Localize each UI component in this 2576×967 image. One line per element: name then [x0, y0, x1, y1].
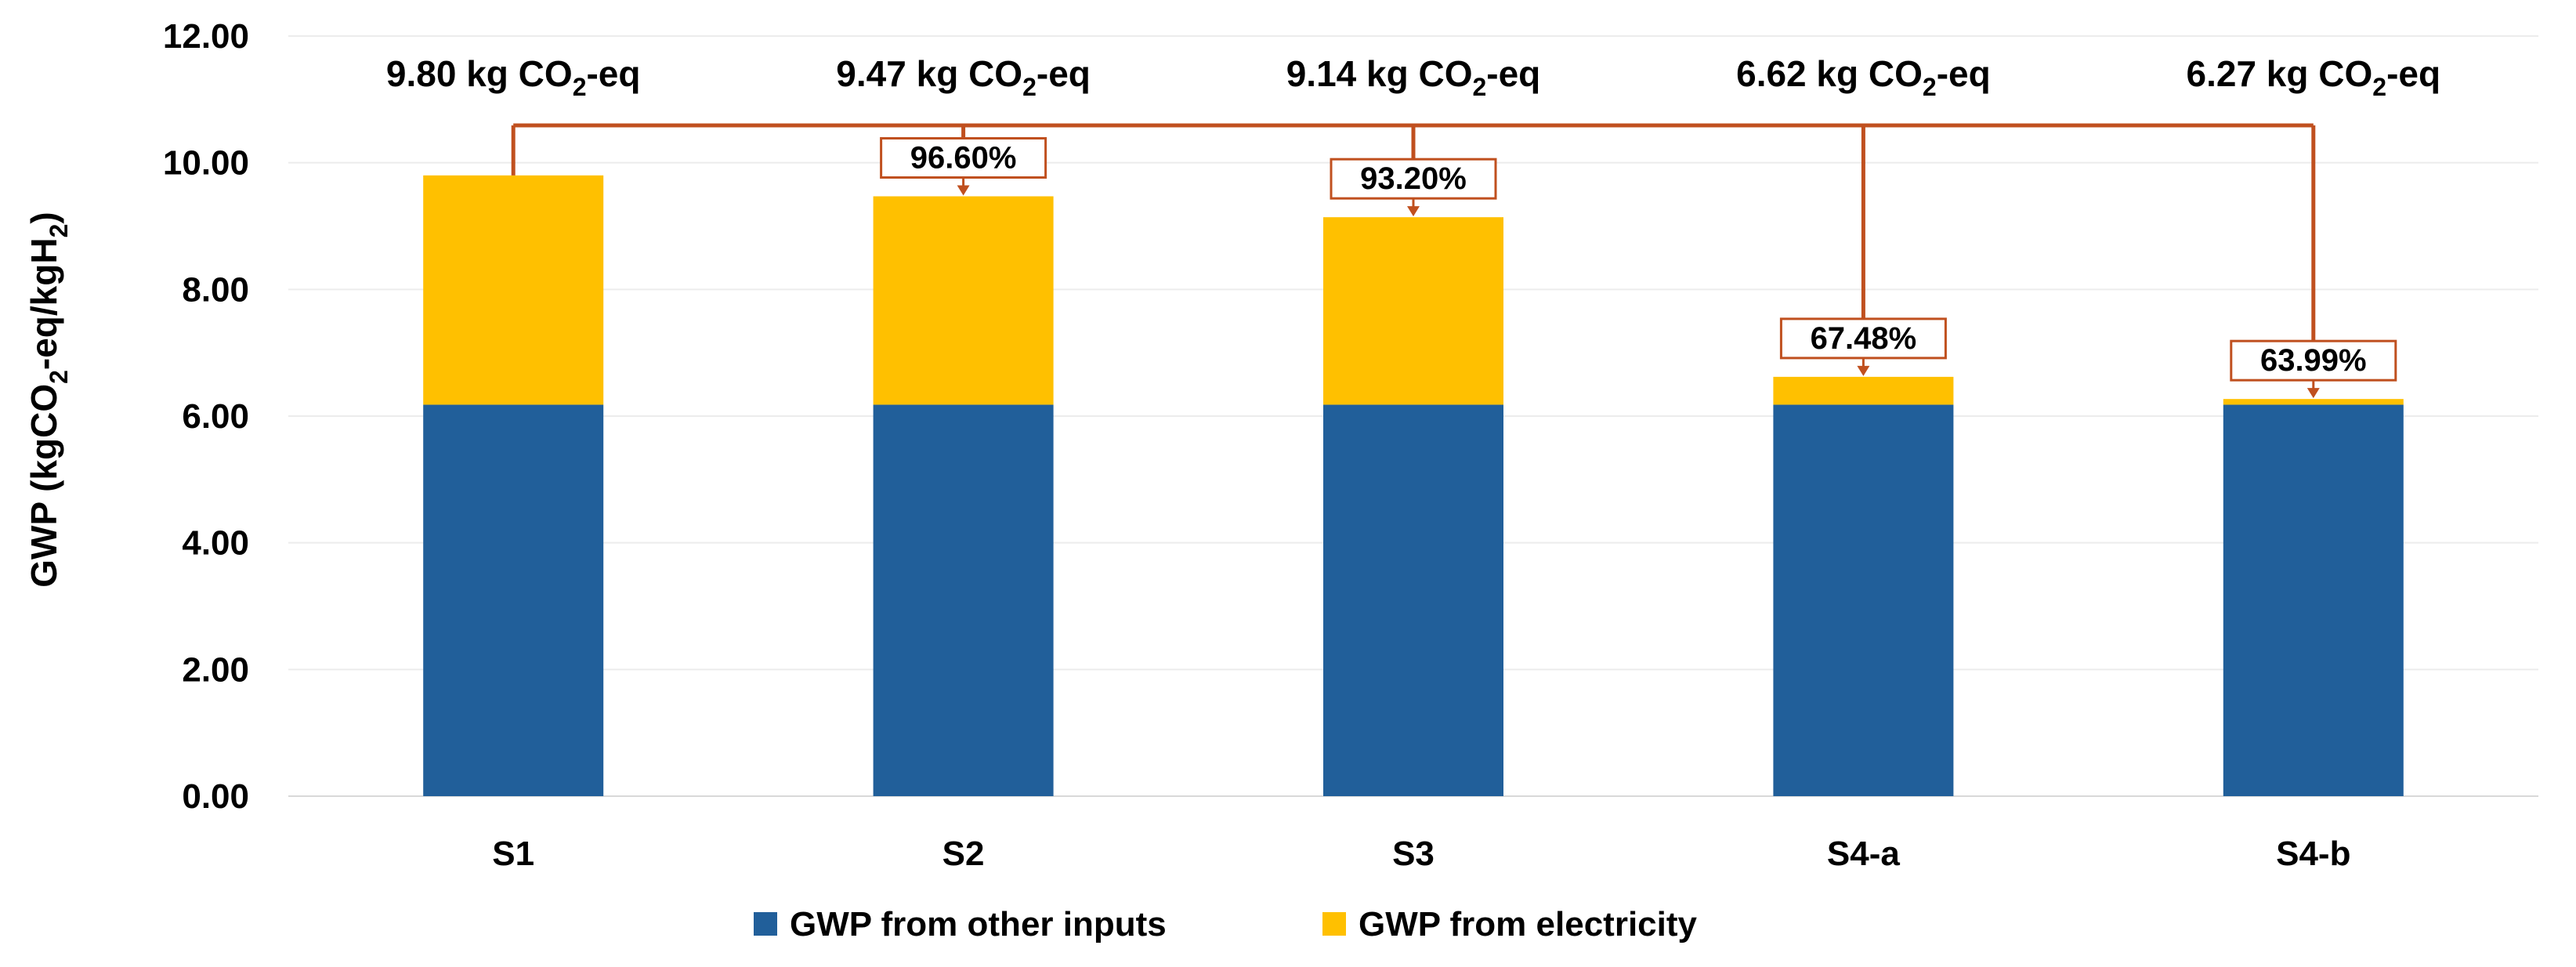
y-tick-label: 0.00 — [182, 777, 249, 816]
bar-electricity-s2 — [873, 196, 1054, 405]
legend-swatch-electricity — [1322, 912, 1346, 936]
total-label: 9.47 kg CO2-eq — [836, 53, 1091, 101]
legend-label-other-inputs: GWP from other inputs — [790, 905, 1167, 943]
legend: GWP from other inputs GWP from electrici… — [754, 905, 1698, 943]
x-category-label: S1 — [492, 835, 534, 873]
total-labels: 9.80 kg CO2-eq 9.47 kg CO2-eq 9.14 kg CO2-… — [386, 53, 2440, 101]
percentage-box — [880, 137, 1047, 179]
y-tick-label: 12.00 — [163, 17, 249, 56]
y-tick-label: 6.00 — [182, 397, 249, 436]
bar-other-inputs-s1 — [423, 404, 604, 796]
bar-electricity-s4-a — [1773, 376, 1954, 405]
y-tick-label: 2.00 — [182, 650, 249, 689]
bar-other-inputs-s4-b — [2223, 404, 2404, 796]
percentage-label: 67.48% — [1811, 321, 1917, 356]
arrow-head — [957, 185, 970, 196]
percentage-label: 63.99% — [2260, 343, 2367, 378]
bar-electricity-s3 — [1323, 217, 1503, 405]
bar-other-inputs-s2 — [873, 404, 1054, 796]
bars — [423, 175, 2404, 796]
percentage-label: 93.20% — [1360, 161, 1467, 196]
bar-electricity-s1 — [423, 175, 604, 405]
total-label: 6.27 kg CO2-eq — [2187, 53, 2441, 101]
y-tick-label: 4.00 — [182, 524, 249, 563]
y-axis-title: GWP (kgCO2-eq/kgH2) — [24, 212, 73, 587]
x-category-label: S3 — [1392, 835, 1435, 873]
total-label: 6.62 kg CO2-eq — [1736, 53, 1991, 101]
bar-electricity-s4-b — [2223, 399, 2404, 405]
arrow-head — [1857, 365, 1870, 376]
y-tick-label: 10.00 — [163, 144, 249, 183]
total-label: 9.80 kg CO2-eq — [386, 53, 641, 101]
y-axis-ticks: 0.00 2.00 4.00 6.00 8.00 10.00 12.00 — [163, 17, 249, 816]
x-category-label: S4-b — [2276, 835, 2350, 873]
arrow-head — [1407, 206, 1420, 217]
y-tick-label: 8.00 — [182, 270, 249, 309]
x-axis-categories: S1 S2 S3 S4-a S4-b — [492, 835, 2350, 873]
total-label: 9.14 kg CO2-eq — [1286, 53, 1541, 101]
annotations: 96.60% 93.20% 67.48% 63.99% — [511, 123, 2397, 399]
bar-other-inputs-s3 — [1323, 404, 1503, 796]
x-category-label: S2 — [942, 835, 985, 873]
bar-other-inputs-s4-a — [1773, 404, 1954, 796]
x-category-label: S4-a — [1827, 835, 1900, 873]
arrow-head — [2306, 388, 2320, 399]
legend-swatch-other-inputs — [754, 912, 777, 936]
legend-label-electricity: GWP from electricity — [1359, 905, 1698, 943]
percentage-label: 96.60% — [910, 141, 1017, 176]
